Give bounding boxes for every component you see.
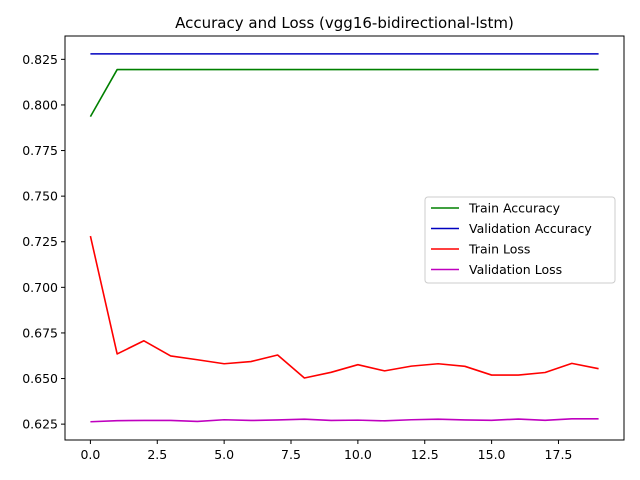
y-tick-label: 0.700: [22, 280, 58, 295]
y-tick-label: 0.675: [22, 325, 58, 340]
y-tick-label: 0.725: [22, 234, 58, 249]
chart-title: Accuracy and Loss (vgg16-bidirectional-l…: [175, 14, 514, 32]
x-tick-label: 0.0: [80, 447, 100, 462]
x-tick-label: 7.5: [281, 447, 301, 462]
legend: Train Accuracy Validation Accuracy Train L…: [424, 196, 616, 284]
plot-area: [89, 53, 599, 423]
x-tick-label: 17.5: [545, 447, 573, 462]
legend-label-2: Train Loss: [468, 242, 530, 257]
axes-frame: [64, 35, 625, 441]
y-tick-label: 0.775: [22, 143, 58, 158]
series-line-3: [90, 418, 599, 423]
y-tick-label: 0.800: [22, 97, 58, 112]
x-tick-label: 10.0: [344, 447, 372, 462]
x-tick-label: 5.0: [214, 447, 234, 462]
x-tick-label: 15.0: [478, 447, 506, 462]
y-tick-label: 0.825: [22, 52, 58, 67]
y-tick-label: 0.625: [22, 417, 58, 432]
legend-label-3: Validation Loss: [469, 262, 562, 277]
x-tick-label: 12.5: [411, 447, 439, 462]
legend-label-1: Validation Accuracy: [469, 221, 592, 236]
x-tick-label: 2.5: [147, 447, 167, 462]
legend-box: [424, 196, 616, 284]
y-tick-label: 0.750: [22, 189, 58, 204]
series-line-2: [89, 235, 599, 379]
series-line-0: [89, 68, 599, 118]
axis-ticks: 0.0 2.5 5.0 7.5 10.0 12.5 15.0 17.5 0.625 0.650 0.…: [22, 52, 572, 462]
y-tick-label: 0.650: [22, 371, 58, 386]
legend-label-0: Train Accuracy: [468, 201, 561, 216]
